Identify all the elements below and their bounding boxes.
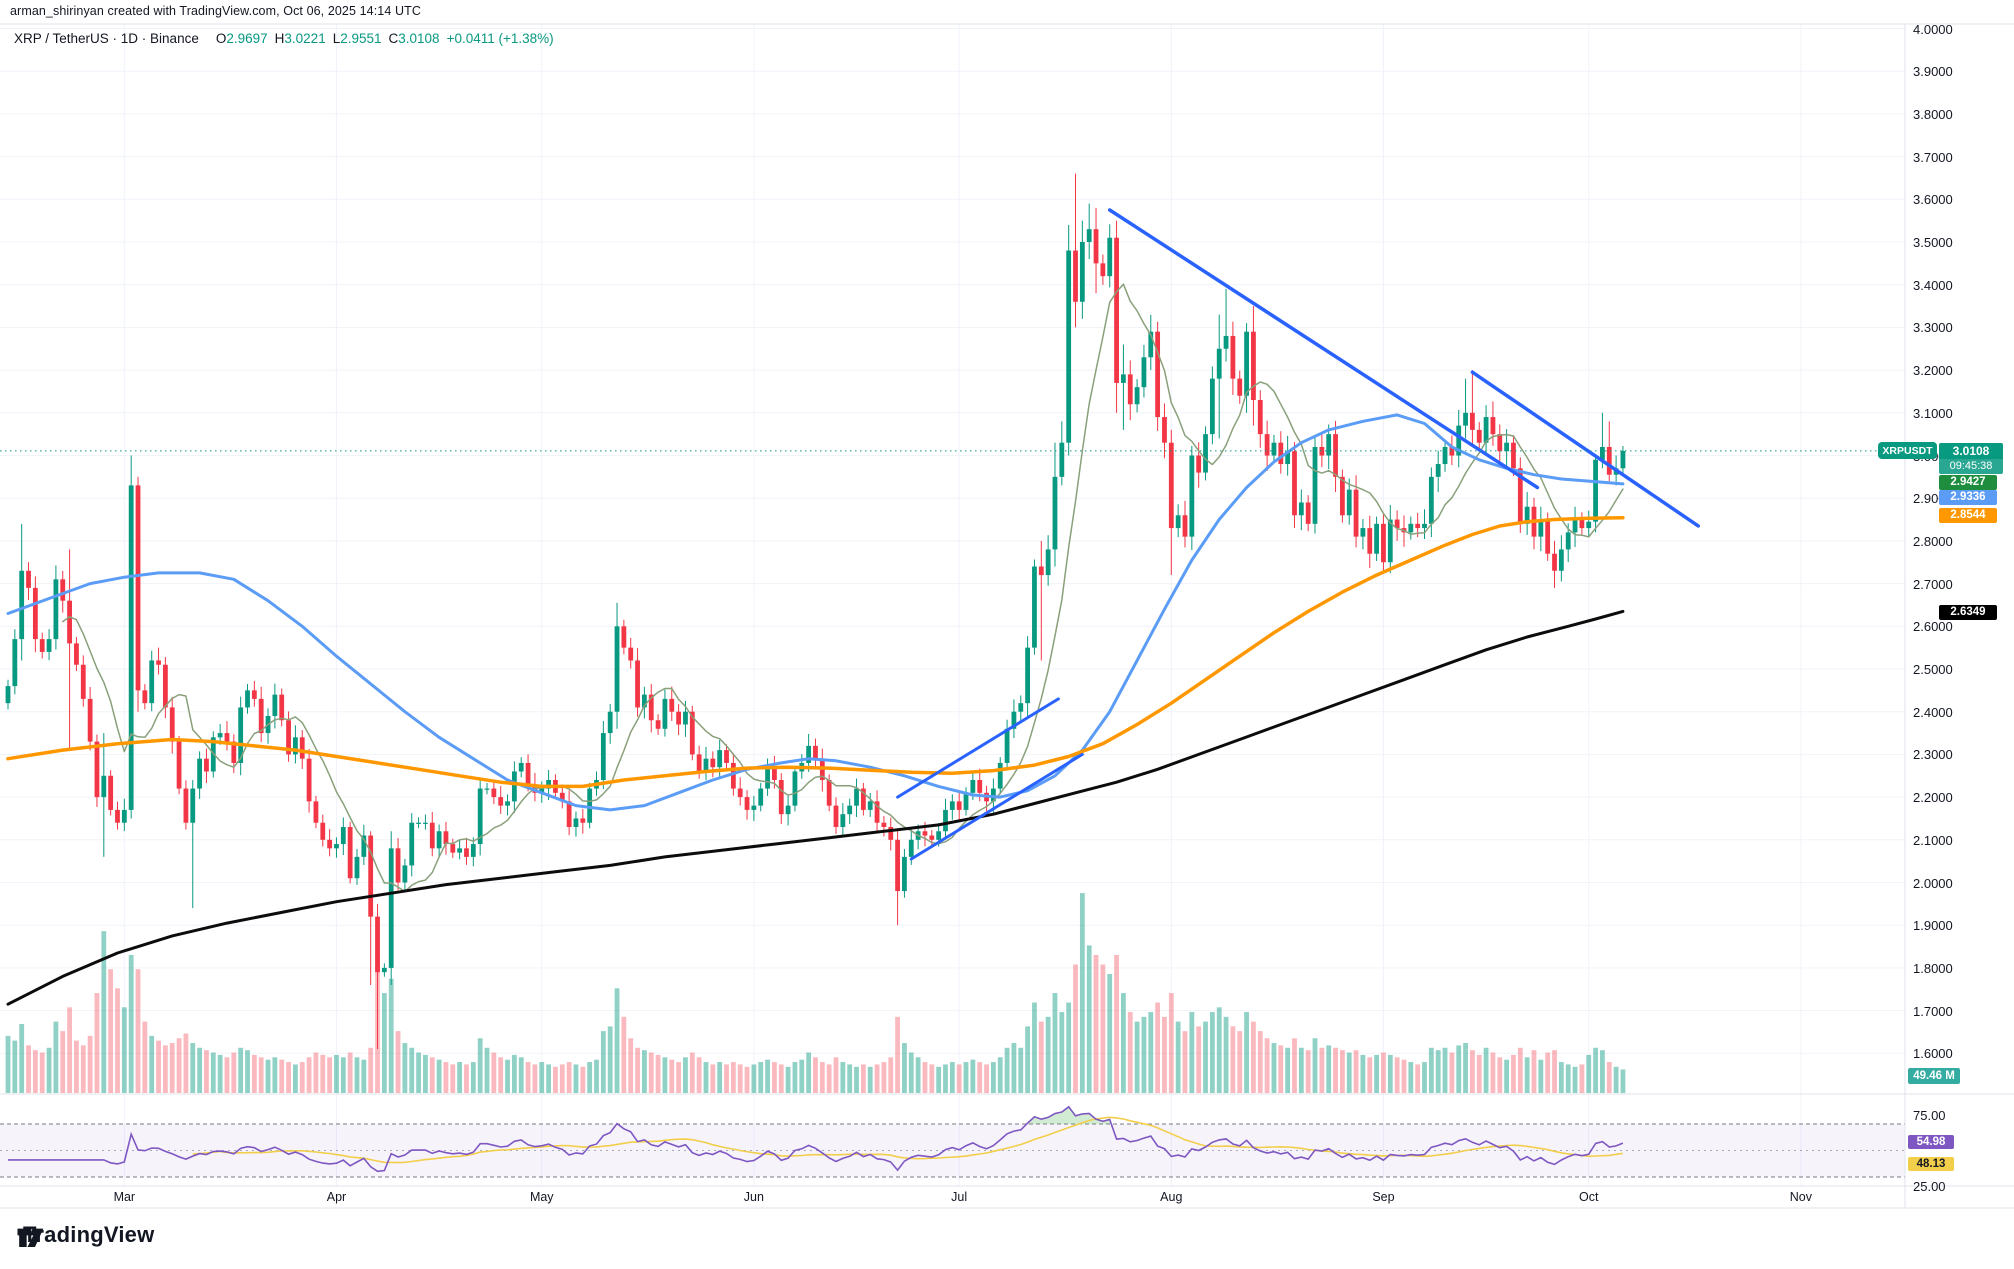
- price-tick: 3.3000: [1913, 320, 1953, 336]
- price-tick: 1.7000: [1913, 1003, 1953, 1019]
- price-tick: 2.8000: [1913, 533, 1953, 549]
- low-value: 2.9551: [340, 31, 382, 46]
- price-tick: 2.6000: [1913, 619, 1953, 635]
- ma200-line: [6, 609, 1625, 1006]
- price-tick: 1.8000: [1913, 960, 1953, 976]
- rsi-band: [0, 1124, 1905, 1177]
- close-label: C: [388, 31, 399, 46]
- price-tick: 3.5000: [1913, 235, 1953, 250]
- price-tick: 1.9000: [1913, 918, 1953, 934]
- price-tick: 2.0000: [1913, 875, 1953, 891]
- symbol-tag-label: XRPUSDT: [1878, 442, 1937, 460]
- time-tick-oct: Oct: [1578, 1190, 1599, 1204]
- high-value: 3.0221: [284, 31, 326, 46]
- rsi-ma-line: [192, 1116, 1624, 1164]
- low-label: L: [332, 31, 341, 46]
- ma-price-label: 2.9427: [1939, 474, 1997, 490]
- tradingview-logo[interactable]: TradingView: [15, 1222, 154, 1248]
- time-tick-apr: Apr: [326, 1190, 347, 1204]
- attribution-text: arman_shirinyan created with TradingView…: [10, 4, 421, 18]
- price-tick: 2.5000: [1913, 662, 1953, 677]
- trendline-descending-resistance-2[interactable]: [1470, 370, 1700, 528]
- ma9-line: [61, 283, 1624, 893]
- price-tick: 3.4000: [1913, 277, 1953, 293]
- rsi-upper-band-label: 75.00: [1913, 1108, 1946, 1123]
- ma-price-label: 2.6349: [1939, 604, 1997, 620]
- price-tick: 2.7000: [1913, 576, 1953, 592]
- price-tick: 3.9000: [1913, 64, 1953, 80]
- price-tick: 3.2000: [1913, 363, 1953, 379]
- rsi-ma-value-label: 48.13: [1908, 1157, 1954, 1172]
- volume-value-label: 49.46 M: [1908, 1068, 1960, 1084]
- change-value: +0.0411 (+1.38%): [446, 31, 554, 46]
- high-label: H: [274, 31, 285, 46]
- price-tick: 4.0000: [1913, 21, 1953, 37]
- chart-legend: XRP / TetherUS · 1D · Binance O2.9697 H3.0…: [14, 31, 554, 46]
- rsi-value-label: 54.98: [1908, 1135, 1954, 1150]
- time-tick-nov: Nov: [1789, 1190, 1812, 1204]
- trendline-ascending-channel-lower[interactable]: [909, 752, 1084, 861]
- ma-price-label: 2.9336: [1939, 489, 1997, 505]
- trendline-descending-resistance-1[interactable]: [1107, 208, 1540, 490]
- open-value: 2.9697: [226, 31, 268, 46]
- price-tick: 2.3000: [1913, 747, 1953, 763]
- trendline-ascending-channel-upper[interactable]: [896, 697, 1060, 799]
- ma100-line: [6, 515, 1625, 789]
- symbol-title[interactable]: XRP / TetherUS · 1D · Binance: [14, 31, 199, 46]
- price-tick: 3.1000: [1913, 405, 1953, 421]
- price-tick: 2.1000: [1913, 832, 1953, 848]
- ma-price-label: 2.8544: [1939, 507, 1997, 523]
- time-tick-may: May: [529, 1190, 554, 1204]
- tradingview-logo-icon: [17, 1228, 44, 1247]
- last-price-label: 3.0108 09:45:38: [1939, 442, 2003, 474]
- volume-series: [5, 893, 1626, 1093]
- last-price-value: 3.0108: [1952, 443, 1990, 458]
- price-tick: 2.4000: [1913, 704, 1953, 720]
- rsi-line: [8, 1105, 1624, 1173]
- price-tick: 1.6000: [1913, 1046, 1953, 1062]
- tradingview-logo-text: TradingView: [23, 1222, 155, 1247]
- rsi-overbought-fill: [1027, 1106, 1110, 1124]
- close-value: 3.0108: [398, 31, 440, 46]
- bar-countdown: 09:45:38: [1939, 458, 2003, 474]
- time-tick-aug: Aug: [1160, 1190, 1183, 1204]
- price-tick: 3.8000: [1913, 106, 1953, 122]
- time-tick-mar: Mar: [113, 1190, 136, 1204]
- rsi-lower-band-label: 25.00: [1913, 1179, 1946, 1194]
- price-tick: 3.7000: [1913, 149, 1953, 165]
- time-tick-sep: Sep: [1372, 1190, 1395, 1204]
- open-label: O: [215, 31, 227, 46]
- price-tick: 2.2000: [1913, 790, 1953, 806]
- price-tick: 3.6000: [1913, 192, 1953, 208]
- time-tick-jul: Jul: [951, 1190, 968, 1204]
- time-tick-jun: Jun: [743, 1190, 764, 1204]
